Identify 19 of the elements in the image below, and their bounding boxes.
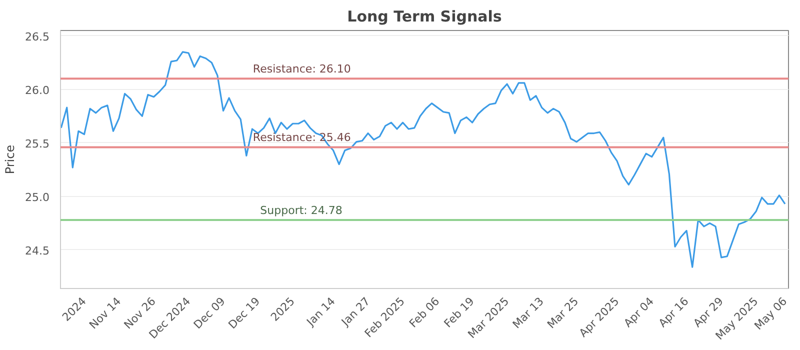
x-tick-label: Nov 14 [86,294,124,332]
x-tick-label: Mar 13 [510,294,546,332]
x-tick-label: Apr 16 [656,294,692,330]
x-tick-label: Jan 14 [304,294,338,330]
x-tick-label: Apr 04 [621,294,656,330]
line-series [60,51,786,268]
y-tick-label: 24.5 [25,244,50,258]
y-axis-title: Price [3,144,18,174]
y-tick-label: 26.5 [25,30,50,44]
x-tick-label: Dec 19 [226,294,263,332]
y-tick-label: 25.0 [25,190,50,204]
x-tick-label: Mar 25 [544,294,582,332]
chart-title: Long Term Signals [347,8,502,26]
y-tick-label: 25.5 [25,137,50,150]
x-tick-label: Dec 09 [191,294,228,332]
ref-line-label: Support: 24.78 [260,204,342,217]
ref-line-label: Resistance: 26.10 [252,62,351,76]
y-tick-label: 26.0 [25,84,50,97]
x-tick-label: Feb 06 [406,294,442,330]
